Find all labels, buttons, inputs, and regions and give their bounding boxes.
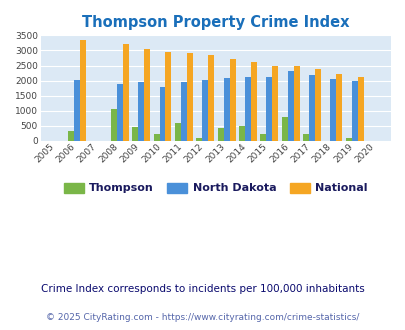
Bar bbox=[122, 45, 128, 141]
Bar bbox=[74, 80, 80, 141]
Text: © 2025 CityRating.com - https://www.cityrating.com/crime-statistics/: © 2025 CityRating.com - https://www.city… bbox=[46, 313, 359, 322]
Bar bbox=[281, 117, 287, 141]
Bar bbox=[244, 77, 250, 141]
Bar bbox=[351, 81, 357, 141]
Bar bbox=[330, 79, 335, 141]
Bar bbox=[345, 138, 351, 141]
Bar bbox=[186, 53, 192, 141]
Bar bbox=[223, 78, 229, 141]
Bar bbox=[272, 66, 277, 141]
Bar bbox=[208, 55, 214, 141]
Bar bbox=[117, 83, 122, 141]
Bar bbox=[335, 74, 341, 141]
Bar bbox=[165, 51, 171, 141]
Bar bbox=[266, 77, 272, 141]
Bar bbox=[175, 122, 180, 141]
Bar bbox=[287, 71, 293, 141]
Legend: Thompson, North Dakota, National: Thompson, North Dakota, National bbox=[59, 178, 371, 198]
Bar bbox=[132, 127, 138, 141]
Bar bbox=[302, 134, 308, 141]
Bar bbox=[239, 126, 244, 141]
Title: Thompson Property Crime Index: Thompson Property Crime Index bbox=[82, 15, 349, 30]
Bar bbox=[357, 77, 363, 141]
Bar bbox=[68, 131, 74, 141]
Bar bbox=[144, 49, 150, 141]
Bar bbox=[159, 87, 165, 141]
Bar bbox=[217, 128, 223, 141]
Bar bbox=[293, 66, 299, 141]
Bar bbox=[196, 138, 202, 141]
Bar bbox=[138, 82, 144, 141]
Bar bbox=[202, 80, 208, 141]
Bar bbox=[308, 75, 314, 141]
Text: Crime Index corresponds to incidents per 100,000 inhabitants: Crime Index corresponds to incidents per… bbox=[41, 284, 364, 294]
Bar bbox=[111, 109, 117, 141]
Bar bbox=[180, 82, 186, 141]
Bar bbox=[314, 69, 320, 141]
Bar bbox=[80, 40, 86, 141]
Bar bbox=[153, 134, 159, 141]
Bar bbox=[250, 62, 256, 141]
Bar bbox=[229, 58, 235, 141]
Bar bbox=[260, 134, 266, 141]
